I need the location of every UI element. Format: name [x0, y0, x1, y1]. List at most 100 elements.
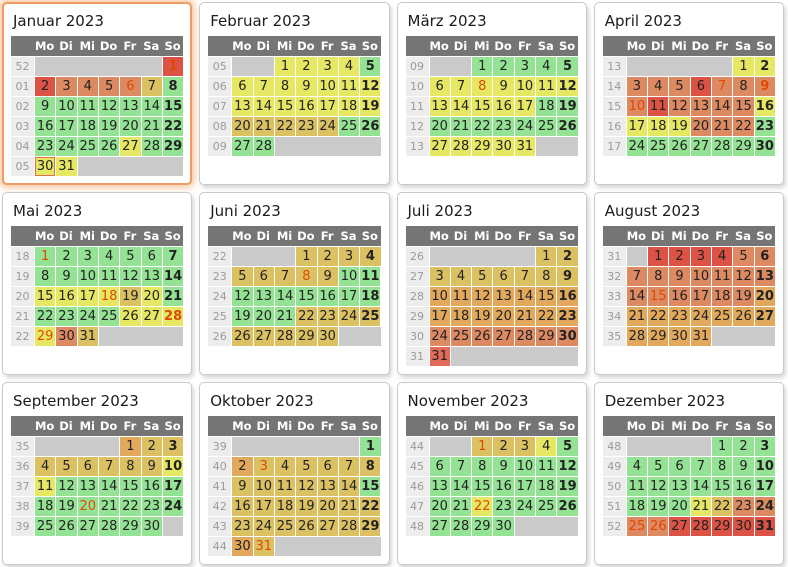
day-cell[interactable]: 26 [296, 517, 317, 536]
day-cell[interactable]: 13 [141, 267, 162, 286]
day-cell[interactable]: 26 [648, 517, 669, 536]
day-cell[interactable]: 18 [626, 497, 648, 516]
day-cell[interactable]: 21 [450, 117, 472, 136]
day-cell[interactable]: 3 [77, 247, 98, 266]
day-cell[interactable]: 7 [514, 267, 536, 286]
day-cell[interactable]: 24 [77, 307, 98, 326]
day-cell[interactable]: 9 [733, 457, 754, 476]
day-cell[interactable]: 23 [493, 117, 514, 136]
day-cell[interactable]: 9 [232, 477, 253, 496]
day-cell[interactable]: 2 [733, 437, 754, 456]
day-cell[interactable]: 19 [557, 97, 578, 116]
day-cell[interactable]: 23 [669, 307, 690, 326]
day-cell[interactable]: 12 [120, 267, 141, 286]
day-cell[interactable]: 16 [232, 497, 253, 516]
day-cell[interactable]: 27 [317, 517, 338, 536]
day-cell[interactable]: 22 [162, 117, 184, 136]
day-cell[interactable]: 20 [232, 117, 253, 136]
day-cell[interactable]: 1 [733, 57, 754, 76]
day-cell[interactable]: 25 [450, 327, 472, 346]
day-cell[interactable]: 18 [450, 307, 472, 326]
day-cell[interactable]: 8 [360, 457, 381, 476]
day-cell[interactable]: 25 [274, 517, 296, 536]
day-cell[interactable]: 21 [141, 117, 162, 136]
day-cell[interactable]: 27 [253, 327, 274, 346]
day-cell[interactable]: 15 [120, 477, 141, 496]
day-cell[interactable]: 30 [557, 327, 578, 346]
day-cell[interactable]: 20 [754, 287, 775, 306]
day-cell[interactable]: 3 [754, 437, 775, 456]
day-cell[interactable]: 31 [690, 327, 712, 346]
day-cell[interactable]: 16 [754, 97, 775, 116]
day-cell[interactable]: 23 [296, 117, 317, 136]
day-cell[interactable]: 5 [296, 457, 317, 476]
day-cell[interactable]: 22 [648, 307, 669, 326]
day-cell[interactable]: 22 [712, 497, 733, 516]
day-cell[interactable]: 25 [536, 117, 557, 136]
day-cell[interactable]: 18 [274, 497, 296, 516]
day-cell[interactable]: 17 [690, 287, 712, 306]
day-cell[interactable]: 17 [56, 117, 77, 136]
day-cell[interactable]: 14 [141, 97, 162, 116]
day-cell[interactable]: 22 [120, 497, 141, 516]
day-cell[interactable]: 4 [338, 57, 360, 76]
day-cell[interactable]: 24 [429, 327, 450, 346]
day-cell[interactable]: 8 [472, 457, 493, 476]
day-cell[interactable]: 21 [514, 307, 536, 326]
day-cell[interactable]: 12 [232, 287, 253, 306]
day-cell[interactable]: 1 [536, 247, 557, 266]
day-cell[interactable]: 25 [626, 517, 648, 536]
day-cell[interactable]: 8 [35, 267, 56, 286]
day-cell[interactable]: 19 [56, 497, 77, 516]
day-cell[interactable]: 12 [296, 477, 317, 496]
day-cell[interactable]: 14 [162, 267, 184, 286]
day-cell[interactable]: 18 [536, 477, 557, 496]
day-cell[interactable]: 25 [712, 307, 733, 326]
day-cell[interactable]: 5 [360, 57, 381, 76]
day-cell[interactable]: 7 [712, 77, 733, 96]
day-cell[interactable]: 29 [472, 517, 493, 536]
day-cell[interactable]: 3 [514, 437, 536, 456]
day-cell[interactable]: 24 [317, 117, 338, 136]
day-cell[interactable]: 10 [77, 267, 98, 286]
day-cell[interactable]: 1 [472, 437, 493, 456]
day-cell[interactable]: 1 [296, 247, 317, 266]
day-cell[interactable]: 23 [141, 497, 162, 516]
day-cell[interactable]: 26 [232, 327, 253, 346]
day-cell[interactable]: 16 [141, 477, 162, 496]
day-cell[interactable]: 7 [162, 247, 184, 266]
day-cell[interactable]: 27 [754, 307, 775, 326]
day-cell[interactable]: 13 [317, 477, 338, 496]
day-cell[interactable]: 18 [712, 287, 733, 306]
day-cell[interactable]: 24 [253, 517, 274, 536]
day-cell[interactable]: 21 [162, 287, 184, 306]
day-cell[interactable]: 12 [98, 97, 120, 116]
day-cell[interactable]: 26 [120, 307, 141, 326]
day-cell[interactable]: 21 [274, 307, 296, 326]
day-cell[interactable]: 15 [712, 477, 733, 496]
day-cell[interactable]: 30 [56, 327, 77, 346]
day-cell[interactable]: 16 [35, 117, 56, 136]
day-cell[interactable]: 14 [690, 477, 712, 496]
day-cell[interactable]: 17 [317, 97, 338, 116]
day-cell[interactable]: 30 [317, 327, 338, 346]
day-cell[interactable]: 9 [493, 77, 514, 96]
day-cell[interactable]: 30 [754, 137, 775, 156]
day-cell[interactable]: 19 [232, 307, 253, 326]
day-cell[interactable]: 10 [253, 477, 274, 496]
day-cell[interactable]: 5 [120, 247, 141, 266]
day-cell[interactable]: 23 [493, 497, 514, 516]
day-cell[interactable]: 26 [56, 517, 77, 536]
day-cell[interactable]: 10 [690, 267, 712, 286]
day-cell[interactable]: 13 [493, 287, 514, 306]
day-cell[interactable]: 8 [536, 267, 557, 286]
day-cell[interactable]: 9 [56, 267, 77, 286]
day-cell[interactable]: 25 [648, 137, 669, 156]
day-cell[interactable]: 3 [626, 77, 648, 96]
day-cell[interactable]: 6 [690, 77, 712, 96]
day-cell[interactable]: 20 [253, 307, 274, 326]
day-cell[interactable]: 19 [120, 287, 141, 306]
day-cell[interactable]: 24 [514, 117, 536, 136]
day-cell[interactable]: 8 [162, 77, 184, 96]
day-cell[interactable]: 27 [669, 517, 690, 536]
